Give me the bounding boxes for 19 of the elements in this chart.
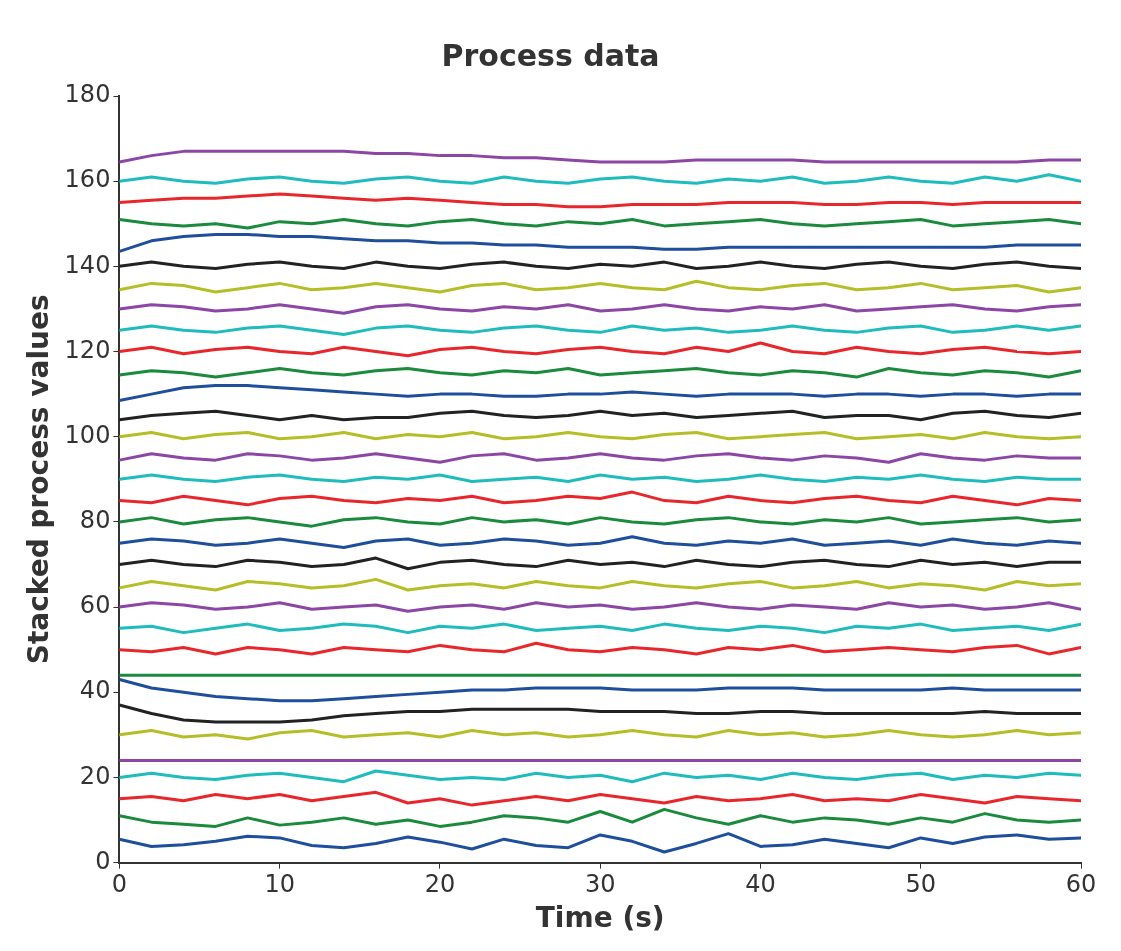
y-tick-label: 120 <box>64 335 111 364</box>
y-tick-label: 180 <box>64 80 111 109</box>
x-axis-title: Time (s) <box>535 901 665 935</box>
x-tick-label: 60 <box>1065 870 1097 899</box>
y-tick-label: 40 <box>79 676 111 705</box>
x-tick-label: 40 <box>745 870 776 899</box>
y-tick-label: 60 <box>79 591 111 620</box>
chart-title: Process data <box>441 37 660 73</box>
x-tick-label: 10 <box>264 870 295 899</box>
y-tick-label: 140 <box>64 250 111 279</box>
y-tick-label: 100 <box>64 420 111 449</box>
y-tick-label: 80 <box>79 506 111 535</box>
y-axis-title: Stacked process values <box>22 294 56 665</box>
x-tick-label: 50 <box>905 870 937 899</box>
y-tick-label: 160 <box>64 165 111 194</box>
x-tick-label: 20 <box>424 870 456 899</box>
x-tick-label: 30 <box>584 870 616 899</box>
y-tick-label: 20 <box>79 761 111 790</box>
y-tick-label: 0 <box>95 846 111 875</box>
